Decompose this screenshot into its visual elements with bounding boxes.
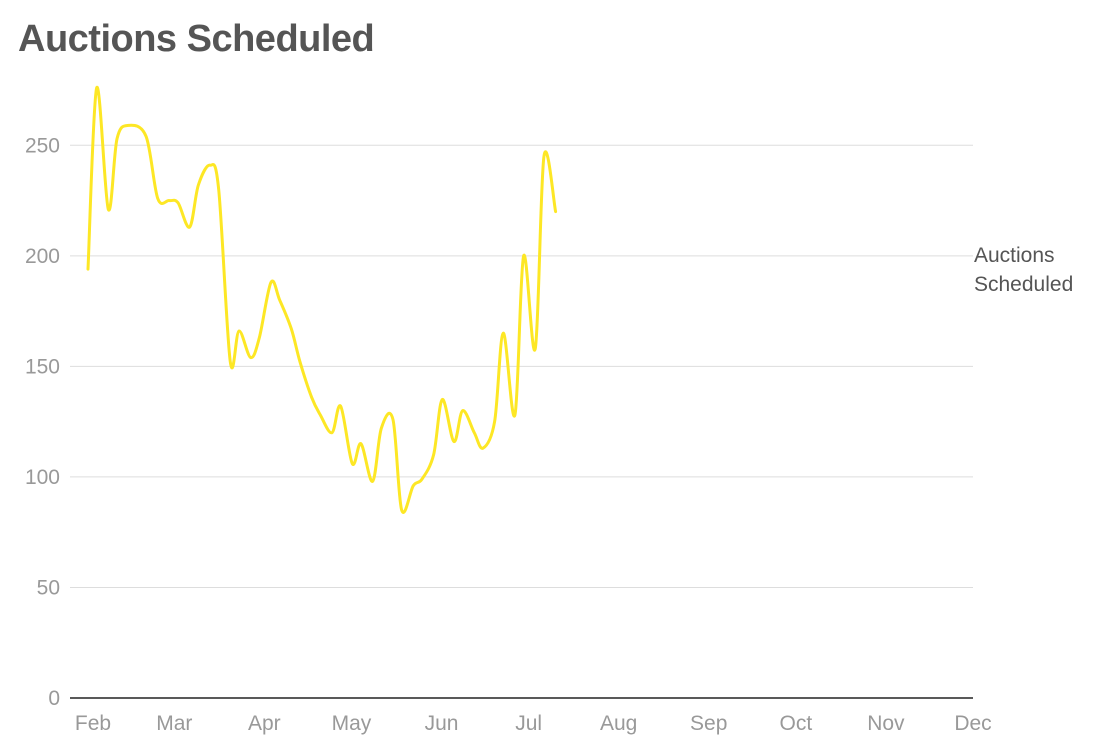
x-tick-label: Feb [75,712,111,735]
chart-title: Auctions Scheduled [18,18,375,60]
series-label: Auctions Scheduled [974,244,1073,296]
y-tick-label: 250 [25,134,60,157]
x-tick-label: Jun [425,712,459,735]
series-layer [86,86,558,514]
x-tick-label: Mar [156,712,192,735]
series-line-auctions-scheduled [86,86,558,514]
y-tick-label: 200 [25,245,60,268]
x-tick-label: Sep [690,712,727,735]
y-tick-label: 150 [25,355,60,378]
grid-layer [70,144,973,588]
label-layer: Auctions Scheduled [974,244,1073,296]
x-tick-label: Jul [515,712,542,735]
x-tick-label: Apr [248,712,281,735]
x-tick-label: May [332,712,372,735]
y-tick-label: 0 [48,687,60,710]
x-tick-label: Nov [867,712,905,735]
axis-layer: 0 50 100 150 200 250 Feb Mar Apr May Jun Jul Aug Sep O… [25,134,992,735]
x-tick-label: Dec [954,712,991,735]
y-tick-label: 50 [37,576,60,599]
y-tick-label: 100 [25,466,60,489]
x-tick-label: Aug [600,712,637,735]
x-tick-label: Oct [780,712,813,735]
